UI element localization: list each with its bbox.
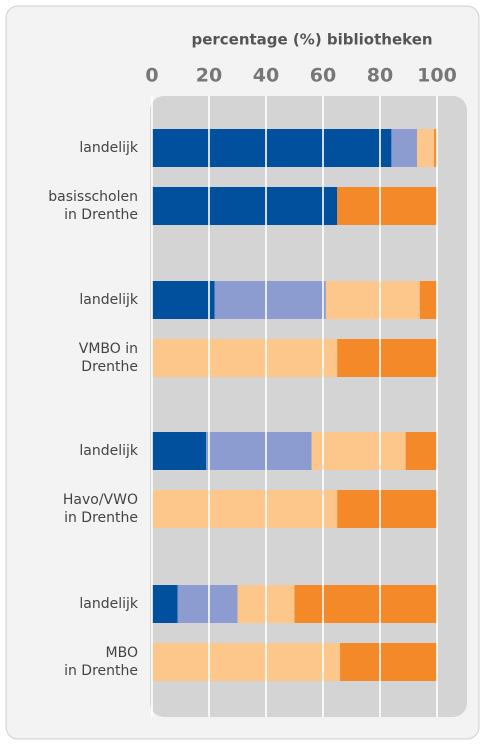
- x-tick-label: 40: [253, 65, 279, 87]
- bar-segment: [337, 187, 437, 225]
- category-label: landelijk: [79, 140, 138, 156]
- bar-segment: [152, 432, 207, 470]
- category-label: landelijk: [79, 596, 138, 612]
- category-label: landelijk: [79, 443, 138, 459]
- bar-segment: [434, 129, 437, 167]
- chart-title: percentage (%) bibliotheken: [191, 31, 432, 49]
- bar-segment: [311, 432, 406, 470]
- bar-segment: [405, 432, 437, 470]
- bar-segment: [337, 490, 437, 528]
- bar-segment: [152, 129, 392, 167]
- bar-segment: [152, 281, 215, 319]
- bar-segment: [340, 643, 437, 681]
- bar-segment: [206, 432, 312, 470]
- bar-segment: [294, 585, 437, 623]
- category-label: MBO in Drenthe: [64, 645, 138, 679]
- bar-segment: [419, 281, 437, 319]
- bar-segment: [214, 281, 326, 319]
- category-label: basisscholen in Drenthe: [48, 189, 138, 223]
- category-label: VMBO in Drenthe: [78, 341, 138, 375]
- bar-segment: [152, 585, 178, 623]
- bar-segment: [152, 643, 341, 681]
- bar-segment: [152, 339, 338, 377]
- category-label: Havo/VWO in Drenthe: [62, 492, 138, 526]
- x-tick-label: 20: [196, 65, 222, 87]
- bar-segment: [325, 281, 420, 319]
- x-tick-label: 100: [417, 65, 457, 87]
- bar-segment: [177, 585, 238, 623]
- x-tick-label: 0: [145, 65, 158, 87]
- bar-segment: [152, 187, 338, 225]
- bar-segment: [391, 129, 418, 167]
- category-label: landelijk: [79, 292, 138, 308]
- bar-segment: [152, 490, 338, 528]
- x-tick-label: 60: [310, 65, 336, 87]
- plot-area: [150, 96, 467, 717]
- x-tick-label: 80: [367, 65, 393, 87]
- bar-segment: [417, 129, 435, 167]
- bar-segment: [337, 339, 437, 377]
